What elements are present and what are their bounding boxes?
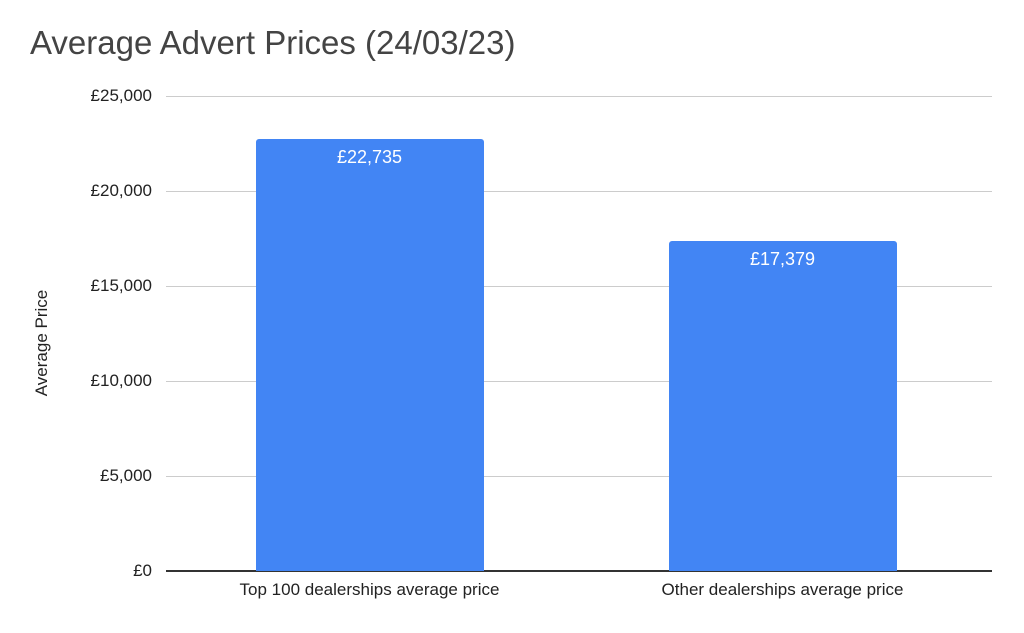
- plot-area: £22,735 £17,379: [166, 96, 992, 572]
- gridline: [166, 381, 992, 382]
- x-tick-label: Other dealerships average price: [661, 580, 904, 599]
- y-tick-label: £5,000: [100, 466, 152, 485]
- bar-value-label: £22,735: [336, 147, 403, 168]
- bar-value-label: £17,379: [749, 248, 816, 269]
- gridline: [166, 286, 992, 287]
- y-tick-label: £20,000: [90, 181, 152, 200]
- gridline: [166, 476, 992, 477]
- y-tick-label: £25,000: [90, 86, 152, 105]
- chart-title: Average Advert Prices (24/03/23): [30, 24, 516, 61]
- x-axis-baseline: [166, 570, 992, 572]
- y-axis-label: Average Price: [32, 289, 51, 397]
- y-tick-label: £0: [133, 561, 152, 580]
- bar[interactable]: £17,379: [668, 240, 897, 571]
- gridline: [166, 191, 992, 192]
- gridline: [166, 96, 992, 97]
- bar[interactable]: £22,735: [255, 139, 484, 571]
- y-tick-label: £10,000: [90, 371, 152, 390]
- y-tick-label: £15,000: [90, 276, 152, 295]
- x-tick-label: Top 100 dealerships average price: [239, 580, 500, 599]
